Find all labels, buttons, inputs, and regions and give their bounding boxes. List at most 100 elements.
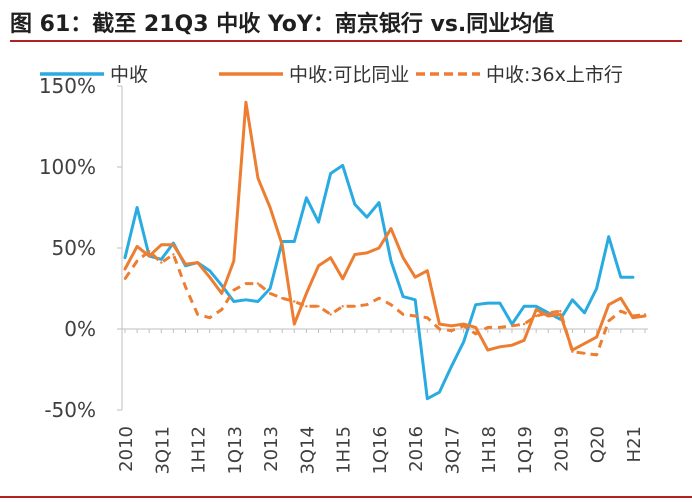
data-point	[208, 316, 211, 319]
data-point	[547, 314, 550, 318]
data-point	[510, 324, 514, 327]
y-tick-label: -50%	[44, 398, 96, 422]
data-point	[268, 206, 272, 209]
legend-label: 中收:36x上市行	[486, 64, 623, 86]
data-point	[426, 397, 429, 400]
data-point	[486, 326, 489, 329]
data-point	[160, 258, 163, 261]
x-tick-label: 1Q16	[370, 426, 391, 475]
data-point	[353, 253, 356, 256]
data-point	[498, 301, 502, 305]
y-tick-label: 100%	[39, 155, 96, 179]
data-point	[244, 298, 248, 301]
data-point	[438, 322, 441, 326]
y-tick-label: 50%	[52, 236, 96, 260]
data-point	[450, 324, 453, 327]
data-point	[474, 332, 477, 336]
chart-legend: 中收 中收:可比同业 中收:36x上市行	[40, 64, 623, 86]
data-point	[583, 342, 586, 345]
x-tick-label: 1Q19	[515, 426, 536, 475]
data-point	[510, 344, 514, 347]
data-point	[498, 345, 502, 348]
data-point	[244, 282, 248, 285]
data-point	[607, 319, 610, 323]
data-point	[401, 313, 405, 316]
data-point	[486, 301, 489, 305]
data-point	[547, 311, 550, 314]
data-point	[293, 240, 296, 243]
data-point	[365, 303, 369, 306]
data-point	[268, 287, 272, 290]
data-point	[172, 243, 175, 246]
bottom-rule	[0, 496, 692, 498]
data-point	[631, 314, 635, 318]
data-point	[401, 256, 405, 259]
x-tick-label: Q20	[588, 426, 609, 463]
data-point	[498, 326, 502, 329]
x-tick-label: 3Q11	[152, 426, 173, 475]
data-point	[619, 297, 622, 300]
data-point	[135, 259, 139, 263]
data-point	[135, 245, 139, 248]
data-point	[184, 285, 187, 289]
data-point	[522, 339, 526, 342]
data-point	[377, 246, 381, 250]
data-point	[160, 243, 163, 246]
data-point	[329, 313, 332, 316]
data-point	[317, 220, 320, 224]
data-point	[244, 101, 248, 104]
data-point	[619, 276, 622, 279]
data-point	[208, 269, 211, 272]
x-tick-label: 3Q17	[443, 426, 464, 475]
data-point	[583, 311, 586, 314]
data-point	[232, 300, 235, 303]
x-tick-label: H21	[624, 426, 645, 462]
data-point	[317, 305, 320, 308]
data-point	[522, 305, 526, 308]
data-point	[293, 300, 296, 303]
data-point	[353, 203, 356, 206]
data-point	[329, 172, 332, 175]
data-point	[426, 316, 429, 319]
data-point	[184, 263, 187, 266]
data-point	[607, 235, 610, 238]
data-point	[414, 298, 417, 301]
x-tick-label: 1H15	[334, 426, 355, 474]
data-point	[232, 288, 235, 292]
data-point	[353, 305, 356, 308]
data-point	[220, 284, 223, 287]
data-point	[474, 303, 477, 306]
data-point	[256, 177, 260, 180]
data-point	[305, 196, 308, 199]
x-tick-label: 1H12	[189, 426, 210, 474]
data-point	[607, 303, 610, 306]
data-point	[256, 300, 260, 303]
x-tick-label: 2013	[261, 426, 282, 472]
data-point	[305, 292, 308, 295]
data-point	[571, 298, 574, 301]
chart-title: 图 61：截至 21Q3 中收 YoY：南京银行 vs.同业均值	[10, 12, 555, 37]
data-point	[268, 292, 272, 295]
data-point	[123, 267, 127, 271]
data-point	[450, 365, 453, 368]
series-line-dashed	[123, 249, 646, 357]
legend-label: 中收:可比同业	[289, 64, 409, 86]
data-point	[438, 391, 441, 394]
data-point	[377, 201, 381, 204]
data-point	[595, 353, 598, 357]
data-point	[232, 259, 235, 263]
chart-axes: -50% 0% 50% 100% 150% 2010 3Q11 1H12 1Q13 2013 3Q1…	[39, 74, 648, 475]
data-point	[571, 350, 574, 353]
data-point	[414, 314, 417, 318]
data-point	[535, 308, 538, 311]
y-tick-label: 0%	[64, 317, 96, 341]
data-point	[401, 295, 405, 298]
data-point	[208, 276, 211, 279]
data-point	[160, 261, 163, 264]
data-point	[595, 287, 598, 290]
data-point	[389, 259, 393, 263]
data-point	[450, 329, 453, 332]
data-point	[438, 327, 441, 331]
data-point	[389, 303, 393, 306]
